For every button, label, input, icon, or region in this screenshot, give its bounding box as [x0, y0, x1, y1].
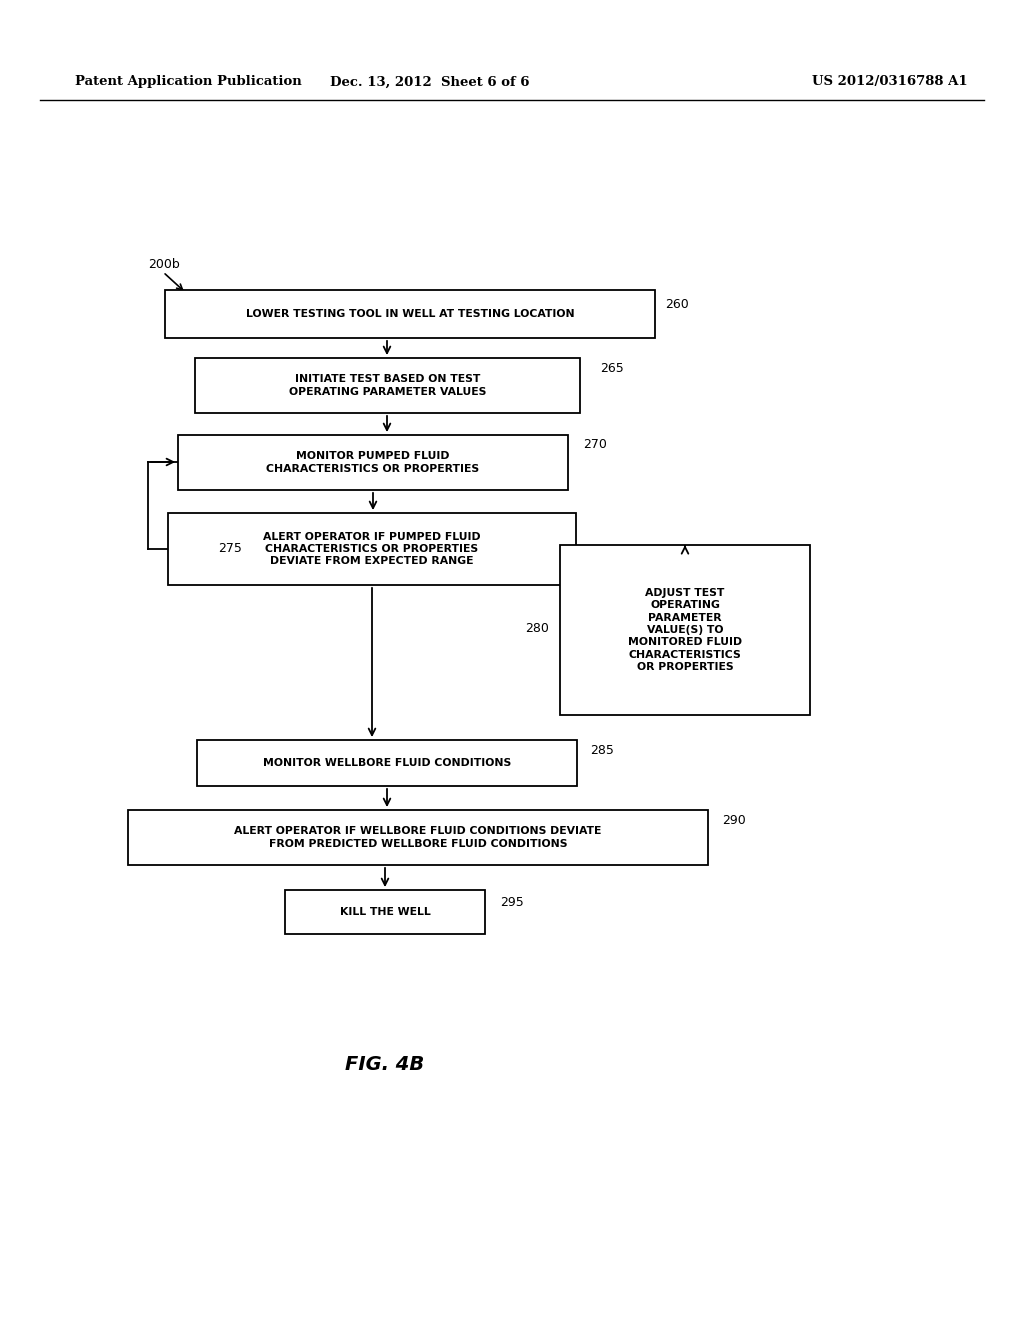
Bar [285, 890, 485, 935]
Text: 280: 280 [525, 622, 549, 635]
Text: MONITOR WELLBORE FLUID CONDITIONS: MONITOR WELLBORE FLUID CONDITIONS [263, 758, 511, 768]
Text: LOWER TESTING TOOL IN WELL AT TESTING LOCATION: LOWER TESTING TOOL IN WELL AT TESTING LO… [246, 309, 574, 319]
Text: ADJUST TEST
OPERATING
PARAMETER
VALUE(S) TO
MONITORED FLUID
CHARACTERISTICS
OR P: ADJUST TEST OPERATING PARAMETER VALUE(S)… [628, 587, 742, 672]
Text: 285: 285 [590, 744, 613, 758]
Bar [178, 436, 568, 490]
Bar [128, 810, 708, 865]
Text: Dec. 13, 2012  Sheet 6 of 6: Dec. 13, 2012 Sheet 6 of 6 [331, 75, 529, 88]
Bar [168, 513, 575, 585]
Text: INITIATE TEST BASED ON TEST
OPERATING PARAMETER VALUES: INITIATE TEST BASED ON TEST OPERATING PA… [289, 375, 486, 397]
Text: ALERT OPERATOR IF WELLBORE FLUID CONDITIONS DEVIATE
FROM PREDICTED WELLBORE FLUI: ALERT OPERATOR IF WELLBORE FLUID CONDITI… [234, 826, 602, 849]
Text: US 2012/0316788 A1: US 2012/0316788 A1 [812, 75, 968, 88]
Text: 270: 270 [583, 437, 607, 450]
Bar [560, 545, 810, 715]
Text: 275: 275 [218, 541, 242, 554]
Text: 295: 295 [500, 895, 523, 908]
Text: MONITOR PUMPED FLUID
CHARACTERISTICS OR PROPERTIES: MONITOR PUMPED FLUID CHARACTERISTICS OR … [266, 451, 479, 474]
Text: 260: 260 [665, 298, 689, 312]
Text: 200b: 200b [148, 259, 180, 272]
Bar [165, 290, 655, 338]
Text: 290: 290 [722, 813, 745, 826]
Text: ALERT OPERATOR IF PUMPED FLUID
CHARACTERISTICS OR PROPERTIES
DEVIATE FROM EXPECT: ALERT OPERATOR IF PUMPED FLUID CHARACTER… [263, 532, 481, 566]
Bar [195, 358, 580, 413]
Text: 265: 265 [600, 362, 624, 375]
Bar [197, 741, 577, 785]
Text: FIG. 4B: FIG. 4B [345, 1056, 425, 1074]
Text: Patent Application Publication: Patent Application Publication [75, 75, 302, 88]
Text: KILL THE WELL: KILL THE WELL [340, 907, 430, 917]
